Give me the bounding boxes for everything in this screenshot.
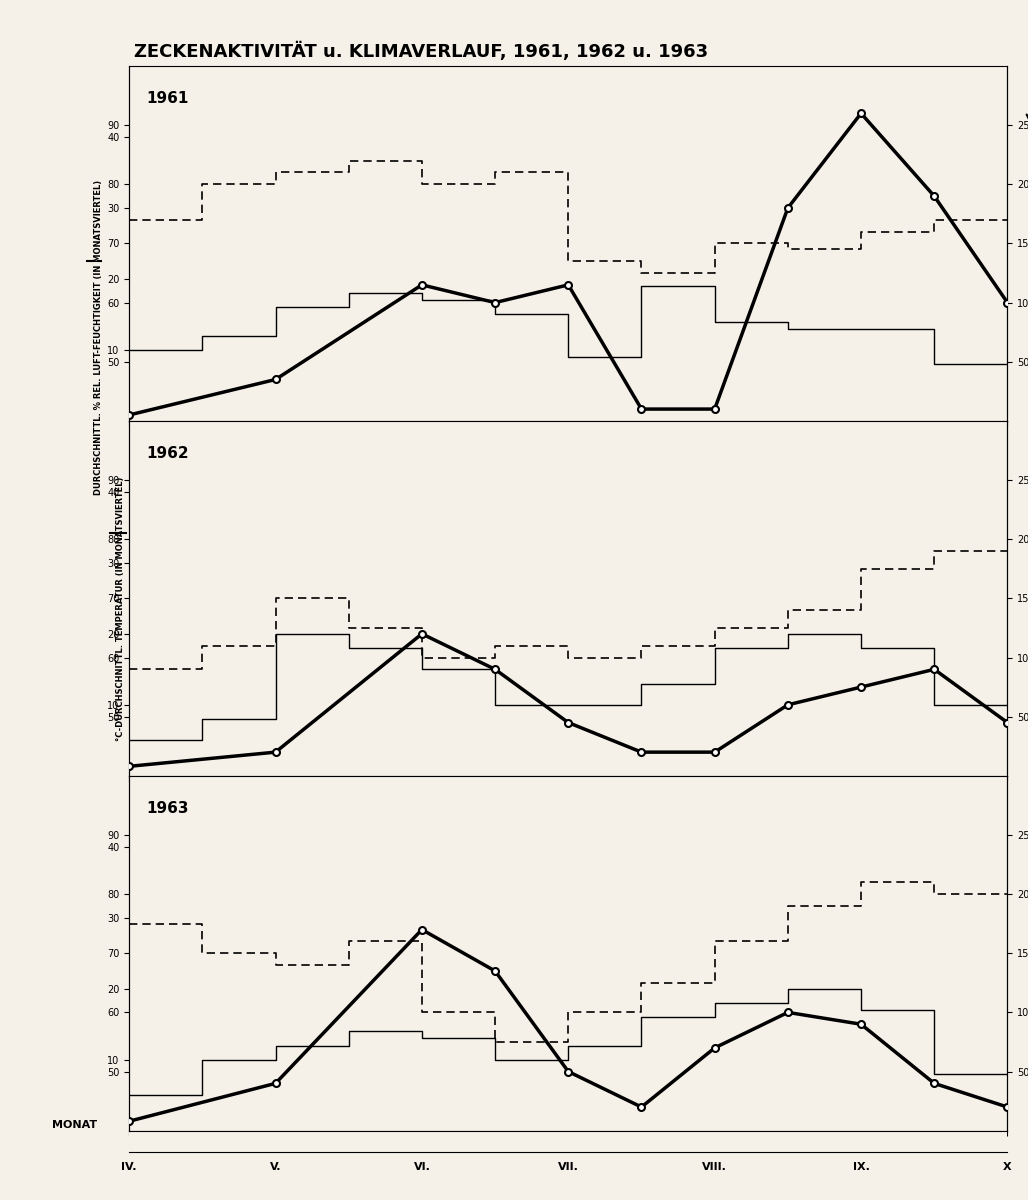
Text: MONAT: MONAT xyxy=(52,1121,98,1130)
Text: 1962: 1962 xyxy=(147,445,189,461)
Text: 1961: 1961 xyxy=(147,91,189,106)
Text: ZECKENAKTIVITÄT u. KLIMAVERLAUF, 1961, 1962 u. 1963: ZECKENAKTIVITÄT u. KLIMAVERLAUF, 1961, 1… xyxy=(134,42,707,61)
Legend:  xyxy=(889,78,897,85)
Text: 1963: 1963 xyxy=(147,800,189,816)
Text: DURCHSCHNITTL. % REL. LUFT-FEUCHTIGKEIT (IN MONATSVIERTEL): DURCHSCHNITTL. % REL. LUFT-FEUCHTIGKEIT … xyxy=(95,180,103,496)
Text: °C-DURCHSCHNITTL. TEMPERATUR (IN MONATSVIERTEL): °C-DURCHSCHNITTL. TEMPERATUR (IN MONATSV… xyxy=(116,476,125,742)
